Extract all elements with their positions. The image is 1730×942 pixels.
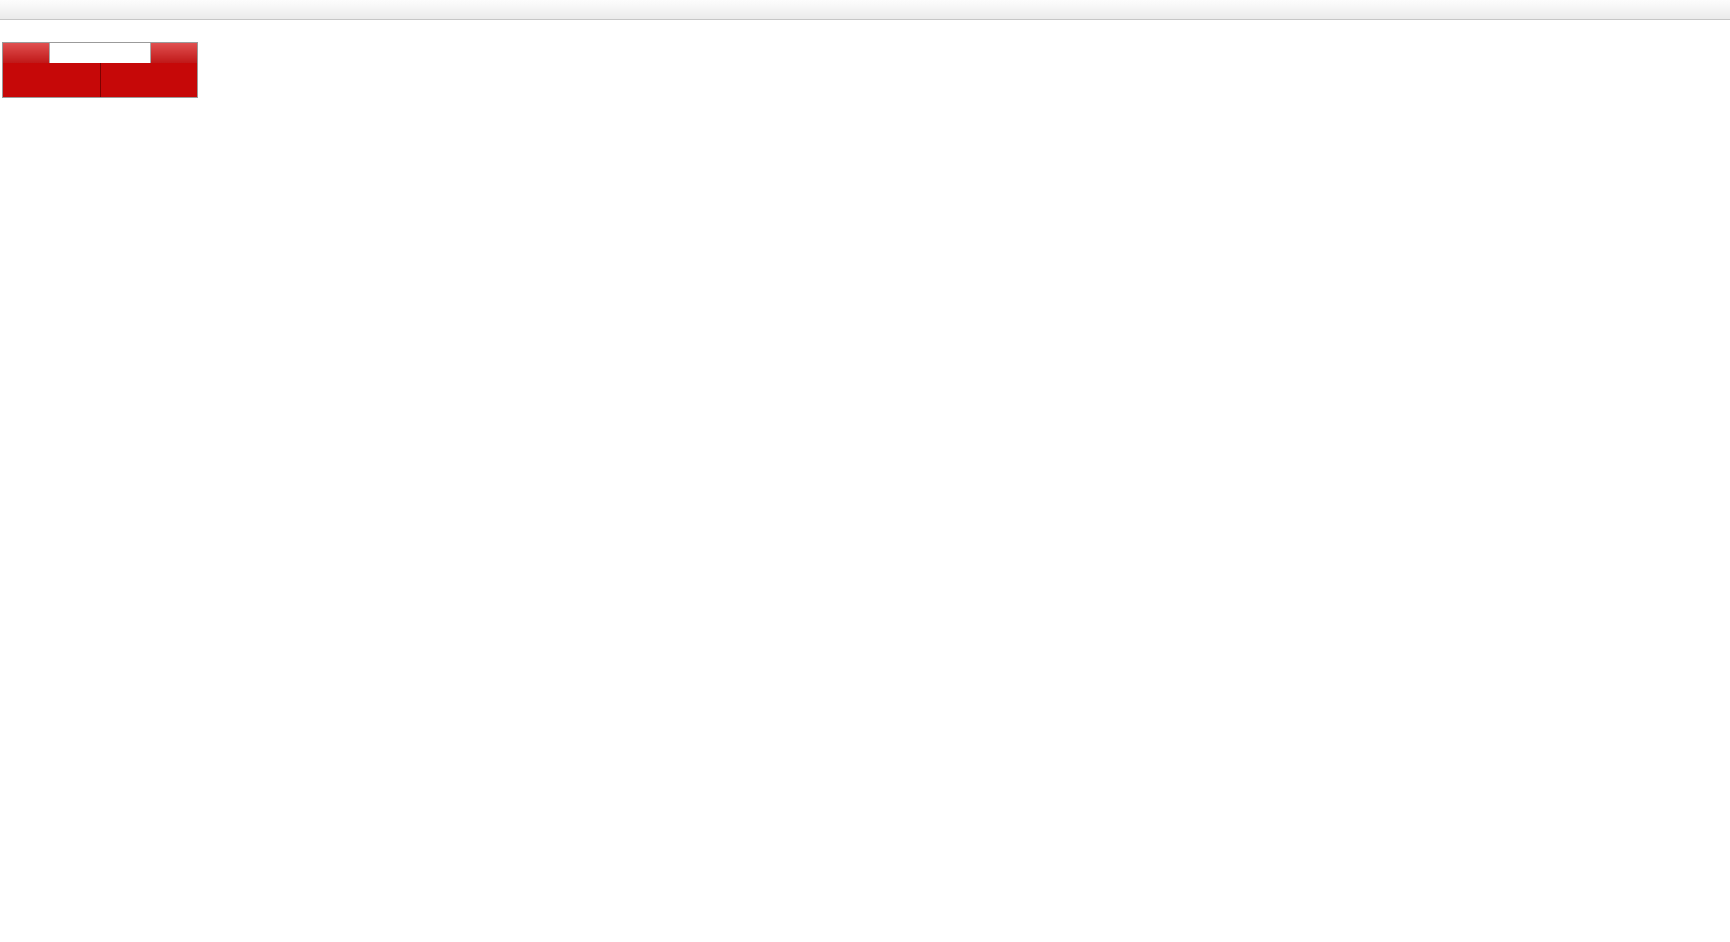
quantity-stepper[interactable] [49, 43, 151, 63]
sell-price[interactable] [3, 63, 101, 97]
toolbar [0, 0, 1730, 20]
one-click-trading-panel [2, 42, 198, 98]
buy-price[interactable] [100, 63, 197, 97]
buy-button[interactable] [151, 43, 197, 63]
sell-button[interactable] [3, 43, 49, 63]
